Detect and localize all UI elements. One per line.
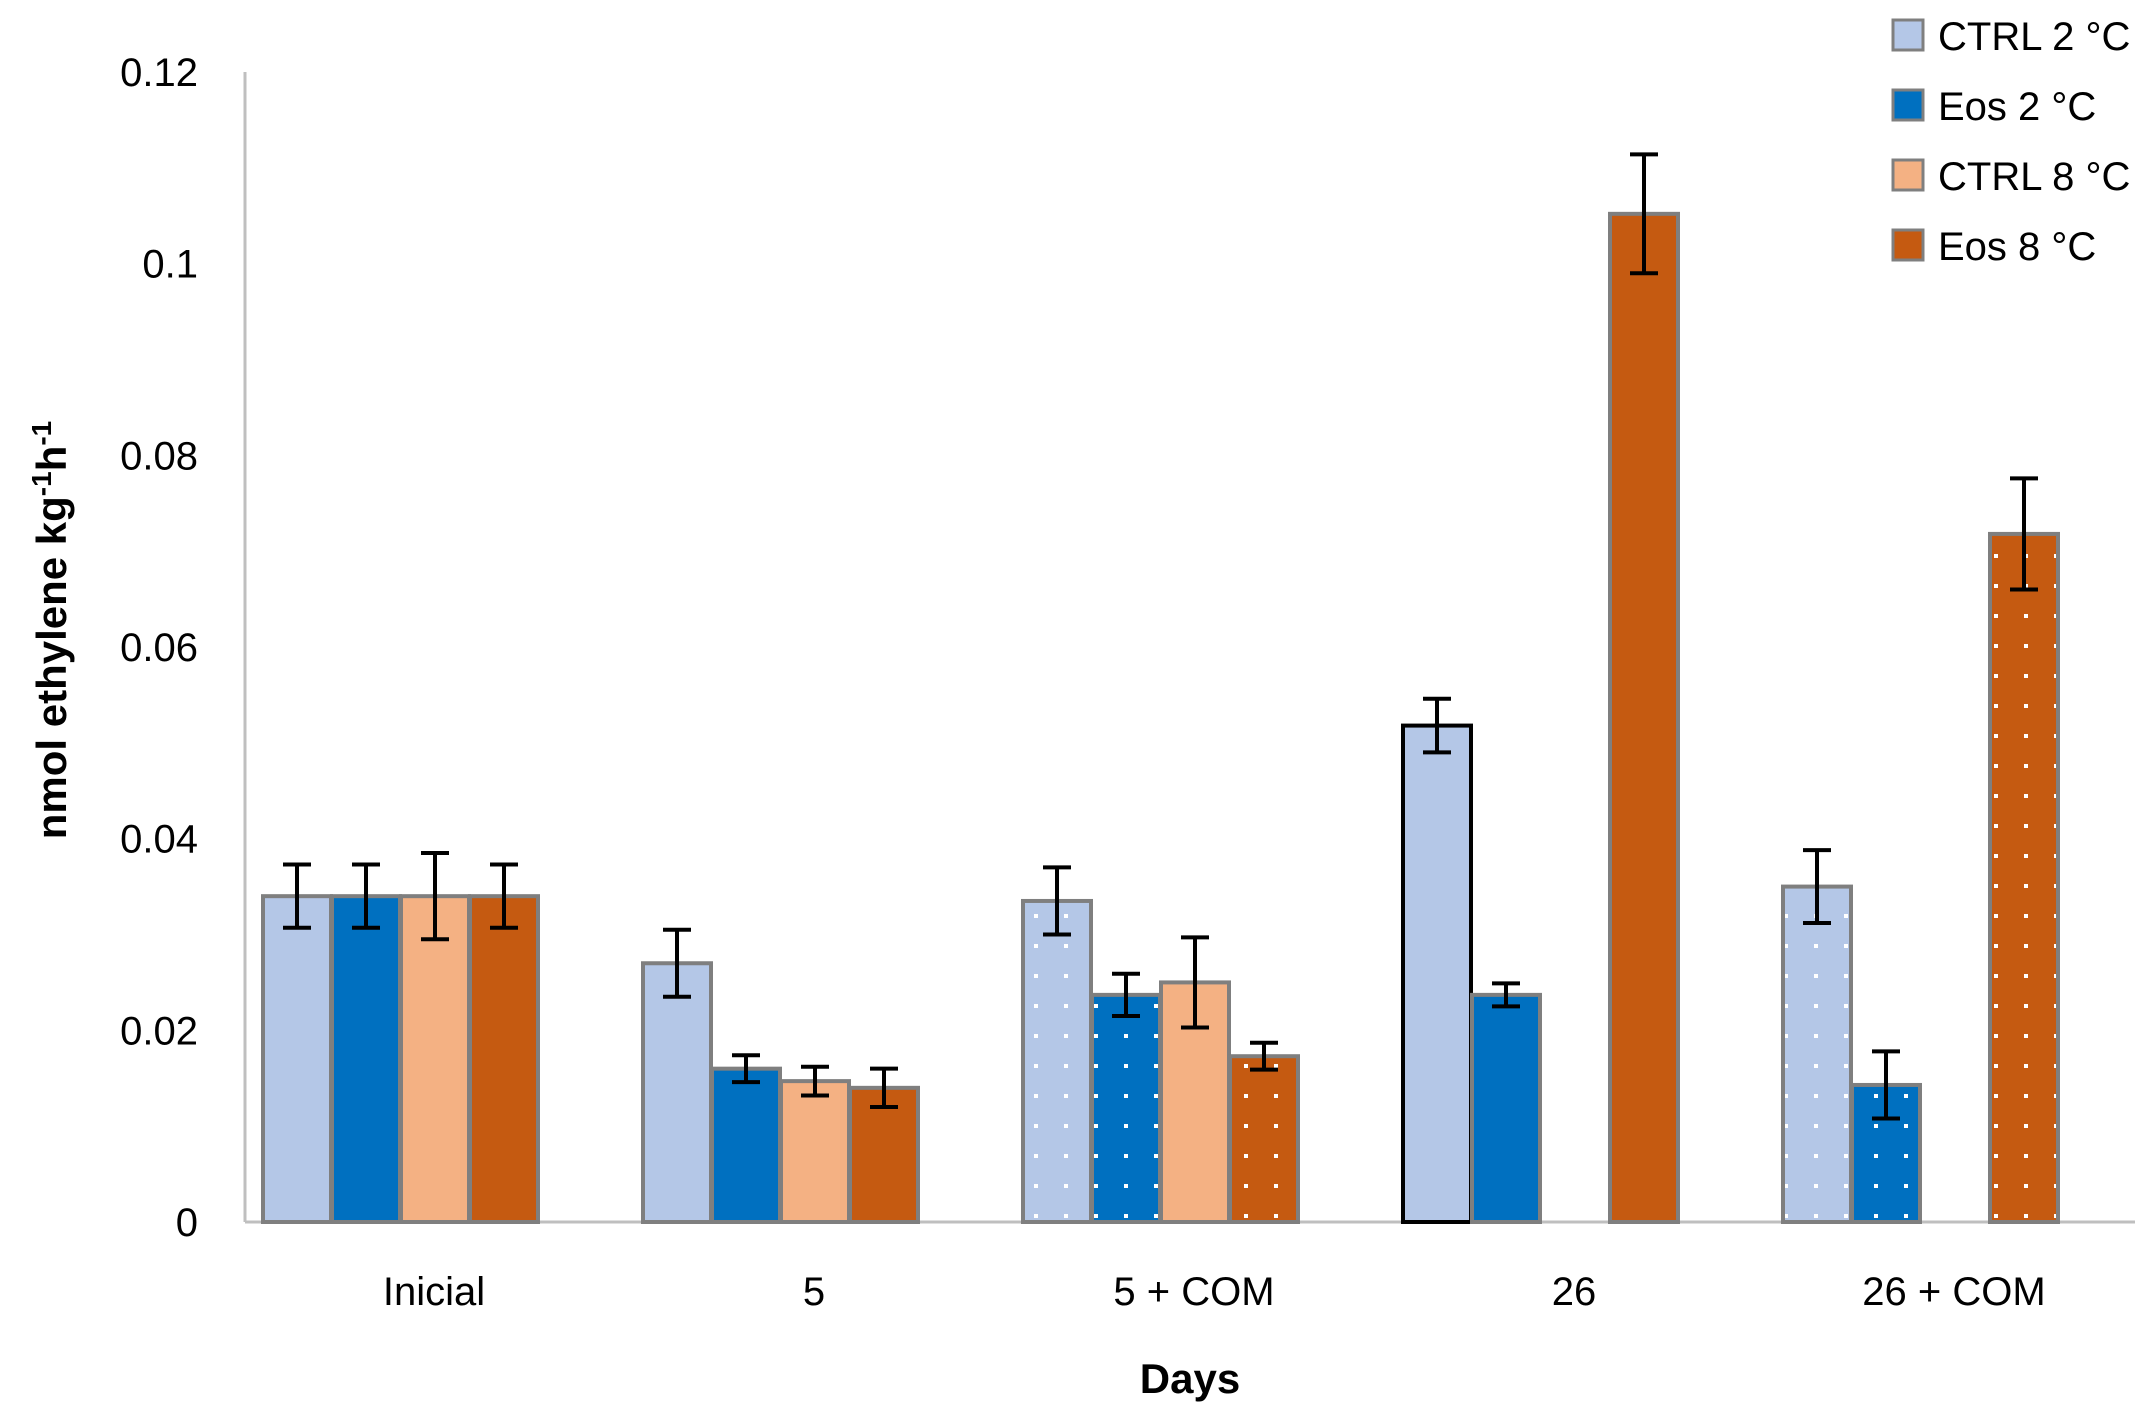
legend-label: CTRL 2 °C (1938, 15, 2130, 59)
y-tick-label: 0.08 (120, 434, 198, 478)
bar-dot-pattern (1785, 888, 1849, 1220)
bar (779, 1079, 851, 1224)
x-tick-label: 5 (803, 1270, 825, 1314)
bar-dot-pattern (1025, 902, 1089, 1220)
y-tick-label: 0 (176, 1201, 198, 1245)
bar (399, 894, 471, 1225)
legend-label: CTRL 8 °C (1938, 155, 2130, 199)
y-tick-label: 0.12 (120, 51, 198, 95)
y-axis-title-sup1: -1 (26, 471, 57, 496)
x-axis-title: Days (1140, 1355, 1240, 1402)
x-tick-label: 26 (1552, 1270, 1597, 1314)
y-axis-title-main: nmol ethylene kg (28, 496, 75, 839)
bar-dot-pattern (1094, 996, 1158, 1220)
y-tick-labels: 0 0.02 0.04 0.06 0.08 0.1 0.12 (120, 51, 198, 1245)
bar (641, 961, 713, 1224)
y-axis-title-sup2: -1 (26, 421, 57, 446)
legend-label: Eos 8 °C (1938, 225, 2096, 269)
bar-dot-pattern (1992, 535, 2056, 1220)
x-tick-label: 5 + COM (1113, 1270, 1274, 1314)
bar (1401, 723, 1473, 1224)
legend-swatch (1891, 18, 1925, 52)
bar (1470, 992, 1542, 1224)
legend-swatch (1891, 88, 1925, 122)
y-tick-label: 0.1 (142, 243, 198, 287)
y-axis-title-h: h (28, 446, 75, 472)
error-bars (283, 152, 2038, 1121)
legend-label: Eos 2 °C (1938, 85, 2096, 129)
bar (1608, 211, 1680, 1225)
y-axis-title: nmol ethylene kg-1h-1 (26, 421, 76, 840)
y-tick-label: 0.04 (120, 818, 198, 862)
legend-swatch (1891, 228, 1925, 262)
legend: CTRL 2 °C Eos 2 °C CTRL 8 °C Eos 8 °C (1891, 15, 2130, 269)
x-tick-label: Inicial (383, 1270, 485, 1314)
bar (468, 894, 540, 1225)
bar (710, 1066, 782, 1224)
bar (330, 894, 402, 1225)
x-tick-label: 26 + COM (1862, 1270, 2045, 1314)
bar (261, 894, 333, 1225)
bars (261, 211, 2060, 1225)
x-tick-labels: Inicial 5 5 + COM 26 26 + COM (383, 1270, 2046, 1314)
y-tick-label: 0.02 (120, 1009, 198, 1053)
bar-dot-pattern (1232, 1058, 1296, 1220)
legend-swatch (1891, 158, 1925, 192)
y-tick-label: 0.06 (120, 626, 198, 670)
